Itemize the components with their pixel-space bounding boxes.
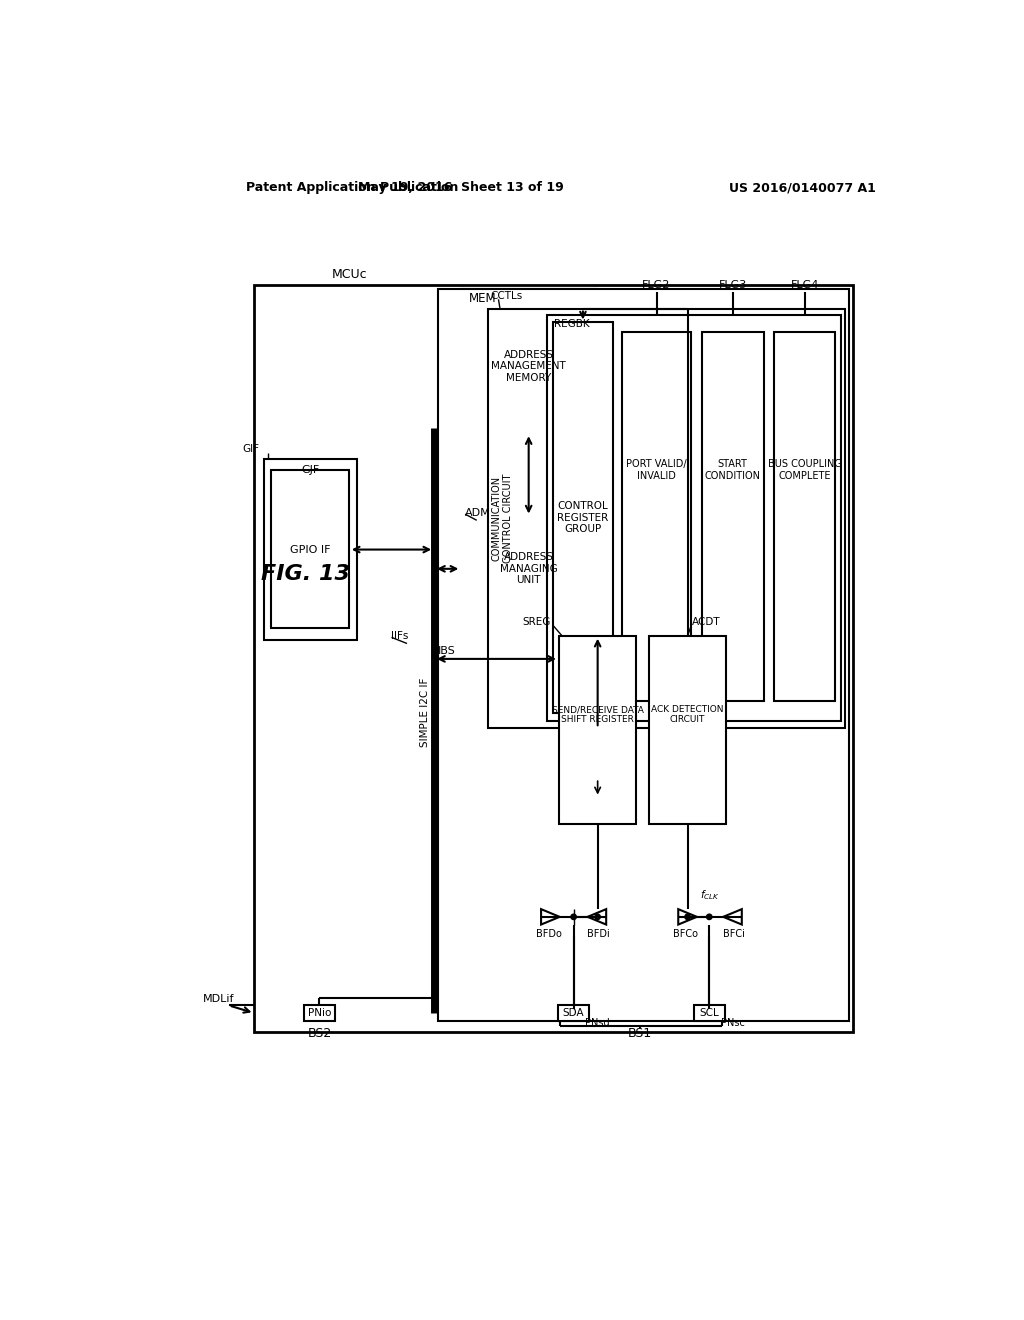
- Text: GJF: GJF: [301, 465, 319, 475]
- Text: BFCi: BFCi: [723, 929, 745, 939]
- Text: BFDi: BFDi: [587, 929, 610, 939]
- Text: IBS: IBS: [438, 647, 456, 656]
- Text: CCTLs: CCTLs: [490, 292, 523, 301]
- Bar: [559, 636, 636, 825]
- Text: SEND/RECEIVE DATA
SHIFT REGISTER: SEND/RECEIVE DATA SHIFT REGISTER: [552, 705, 644, 725]
- Text: Patent Application Publication: Patent Application Publication: [246, 181, 458, 194]
- Text: FIG. 13: FIG. 13: [261, 564, 350, 585]
- Bar: [304, 1006, 335, 1020]
- Circle shape: [707, 915, 712, 920]
- Text: BFCo: BFCo: [674, 929, 698, 939]
- Text: COMMUNICATION
CONTROL CIRCUIT: COMMUNICATION CONTROL CIRCUIT: [492, 474, 513, 564]
- Bar: [774, 331, 835, 701]
- Text: ADDRESS
MANAGEMENT
MEMORY: ADDRESS MANAGEMENT MEMORY: [492, 350, 566, 383]
- Circle shape: [595, 915, 600, 920]
- Text: START
CONDITION: START CONDITION: [705, 459, 761, 480]
- Text: SREG: SREG: [522, 616, 550, 627]
- Bar: [438, 289, 849, 1020]
- Bar: [271, 470, 349, 628]
- Text: MDLif: MDLif: [203, 994, 234, 1005]
- Text: ACK DETECTION
CIRCUIT: ACK DETECTION CIRCUIT: [651, 705, 724, 725]
- Text: CONTROL
REGISTER
GROUP: CONTROL REGISTER GROUP: [557, 502, 608, 535]
- Text: FLG4: FLG4: [791, 280, 819, 290]
- Text: May 19, 2016  Sheet 13 of 19: May 19, 2016 Sheet 13 of 19: [358, 181, 564, 194]
- Text: GPIO IF: GPIO IF: [290, 545, 331, 554]
- Text: PNsd: PNsd: [586, 1018, 610, 1028]
- Bar: [693, 1006, 725, 1020]
- Bar: [623, 331, 690, 701]
- Text: BS2: BS2: [307, 1027, 332, 1040]
- Bar: [488, 309, 845, 729]
- Bar: [701, 331, 764, 701]
- Text: BFDo: BFDo: [536, 929, 562, 939]
- Bar: [649, 636, 726, 825]
- Text: ADDRESS
MANAGING
UNIT: ADDRESS MANAGING UNIT: [500, 552, 557, 585]
- Bar: [461, 289, 597, 444]
- Text: IIFs: IIFs: [391, 631, 409, 640]
- Text: PORT VALID/
INVALID: PORT VALID/ INVALID: [627, 459, 687, 480]
- Text: ADM: ADM: [465, 508, 490, 517]
- Text: BUS COUPLING
COMPLETE: BUS COUPLING COMPLETE: [768, 459, 842, 480]
- Text: $f_{CLK}$: $f_{CLK}$: [700, 888, 720, 902]
- Bar: [263, 459, 356, 640]
- Text: MCUc: MCUc: [332, 268, 368, 281]
- Text: GIF: GIF: [243, 445, 260, 454]
- Text: FLG2: FLG2: [642, 280, 671, 290]
- Text: SCL: SCL: [699, 1008, 719, 1018]
- Bar: [469, 298, 589, 433]
- Text: BS1: BS1: [628, 1027, 651, 1040]
- Text: REGBK: REGBK: [554, 319, 590, 329]
- Bar: [254, 285, 853, 1032]
- Text: SDA: SDA: [563, 1008, 585, 1018]
- Circle shape: [571, 915, 577, 920]
- Text: MEM: MEM: [469, 292, 497, 305]
- Bar: [553, 322, 613, 713]
- Bar: [558, 1006, 589, 1020]
- Bar: [547, 314, 841, 721]
- Text: PNsc: PNsc: [721, 1018, 744, 1028]
- Circle shape: [685, 915, 690, 920]
- Text: SIMPLE I2C IF: SIMPLE I2C IF: [420, 678, 430, 747]
- Text: FLG3: FLG3: [719, 280, 746, 290]
- Text: ACDT: ACDT: [691, 616, 720, 627]
- Text: US 2016/0140077 A1: US 2016/0140077 A1: [729, 181, 876, 194]
- Bar: [461, 516, 597, 620]
- Text: PNio: PNio: [308, 1008, 331, 1018]
